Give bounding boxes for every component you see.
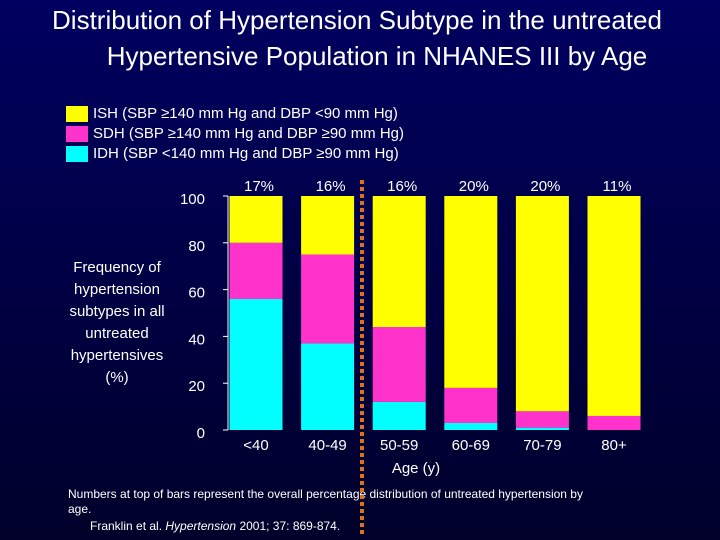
legend-label: IDH (SBP <140 mm Hg and DBP ≥90 mm Hg) <box>93 145 399 162</box>
legend-label: SDH (SBP ≥140 mm Hg and DBP ≥90 mm Hg) <box>93 125 404 142</box>
bar-segment <box>301 254 355 344</box>
data-label: 20% <box>459 178 489 195</box>
bar-segment <box>444 422 498 430</box>
y-tick-label: 80 <box>188 238 205 255</box>
x-tick-label: 50-59 <box>380 437 418 454</box>
source-journal: Hypertension <box>165 519 236 533</box>
legend-label: ISH (SBP ≥140 mm Hg and DBP <90 mm Hg) <box>93 105 398 122</box>
y-tick-label: 0 <box>197 425 205 442</box>
x-tick-label: 40-49 <box>308 437 346 454</box>
bar-segment <box>301 196 355 255</box>
note: age. <box>68 502 91 516</box>
x-axis-label: Age (y) <box>392 460 440 477</box>
y-axis-label: hypertensives <box>71 347 164 364</box>
y-axis-label: untreated <box>85 325 148 342</box>
bar-segment <box>587 415 641 430</box>
data-label: 11% <box>603 178 632 195</box>
legend-swatch <box>66 106 88 122</box>
y-tick-label: 20 <box>188 378 205 395</box>
note: Numbers at top of bars represent the ove… <box>68 487 583 501</box>
bar-segment <box>372 196 426 328</box>
bar-segment <box>515 411 569 428</box>
x-tick-label: <40 <box>243 437 268 454</box>
source-details: 2001; 37: 869-874. <box>239 519 340 533</box>
y-tick-label: 40 <box>188 331 205 348</box>
bar-segment <box>372 327 426 402</box>
bar-segment <box>515 196 569 412</box>
source: Franklin et al. Hypertension 2001; 37: 8… <box>90 519 340 533</box>
y-tick-label: 60 <box>188 285 205 302</box>
y-axis-label: Frequency of <box>73 259 161 276</box>
legend-swatch <box>66 126 88 142</box>
bar-segment <box>229 196 283 243</box>
chart-title: Hypertensive Population in NHANES III by… <box>107 41 648 71</box>
bar-segment <box>229 298 283 430</box>
chart-title: Distribution of Hypertension Subtype in … <box>52 5 662 35</box>
y-axis-label: hypertension <box>74 281 160 298</box>
x-tick-label: 60-69 <box>452 437 490 454</box>
bar-segment <box>372 401 426 430</box>
bar-segment <box>587 196 641 416</box>
x-tick-label: 80+ <box>601 437 627 454</box>
data-label: 20% <box>530 178 560 195</box>
legend-swatch <box>66 146 88 162</box>
bar-segment <box>301 343 355 430</box>
y-axis-label: subtypes in all <box>69 303 164 320</box>
data-label: 17% <box>244 178 274 195</box>
bar-segment <box>229 242 283 299</box>
bar-segment <box>444 387 498 423</box>
data-label: 16% <box>387 178 417 195</box>
bar-segment <box>515 427 569 430</box>
y-tick-label: 100 <box>180 191 205 208</box>
data-label: 16% <box>316 178 346 195</box>
source-authors: Franklin et al. <box>90 519 162 533</box>
x-tick-label: 70-79 <box>523 437 561 454</box>
bar-segment <box>444 196 498 388</box>
y-axis-label: (%) <box>105 369 128 386</box>
